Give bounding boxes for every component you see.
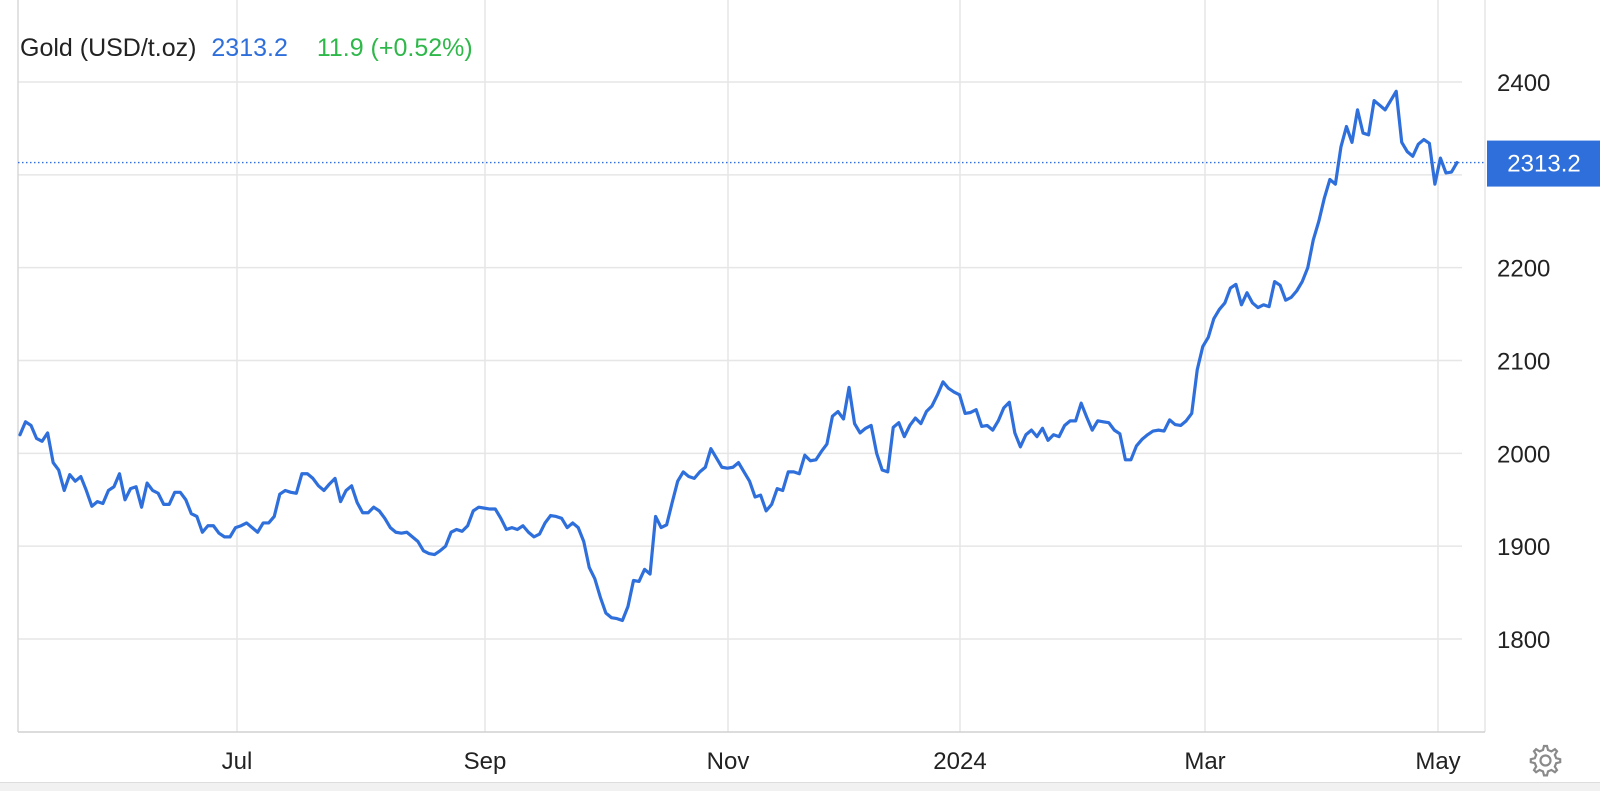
y-tick-label: 2000 xyxy=(1497,441,1550,468)
instrument-name: Gold (USD/t.oz) xyxy=(20,34,197,62)
current-price: 2313.2 xyxy=(211,34,288,62)
y-tick-label: 1800 xyxy=(1497,627,1550,654)
x-tick-label: 2024 xyxy=(933,748,986,775)
y-tick-label: 2100 xyxy=(1497,349,1550,376)
gear-icon[interactable] xyxy=(1526,742,1562,778)
y-tick-label: 2400 xyxy=(1497,70,1550,97)
x-tick-label: Mar xyxy=(1184,748,1225,775)
y-tick-label: 2200 xyxy=(1497,256,1550,283)
y-tick-label: 1900 xyxy=(1497,534,1550,561)
x-tick-label: Sep xyxy=(464,748,507,775)
chart-header: Gold (USD/t.oz) 2313.2 11.9 (+0.52%) xyxy=(20,33,473,63)
last-value-label: 2313.2 xyxy=(1507,151,1580,178)
bottom-bar xyxy=(0,782,1600,791)
x-tick-label: May xyxy=(1415,748,1460,775)
last-value-badge xyxy=(1487,140,1600,187)
x-tick-label: Nov xyxy=(707,748,750,775)
x-tick-label: Jul xyxy=(222,748,253,775)
price-change: 11.9 (+0.52%) xyxy=(316,34,473,62)
series-line xyxy=(18,89,1459,623)
